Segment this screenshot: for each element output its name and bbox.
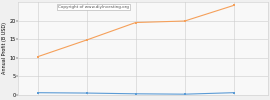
Text: Copyright of www.diylnvesting.org: Copyright of www.diylnvesting.org <box>58 5 129 9</box>
Y-axis label: Annual Profit (B USD): Annual Profit (B USD) <box>2 22 7 74</box>
